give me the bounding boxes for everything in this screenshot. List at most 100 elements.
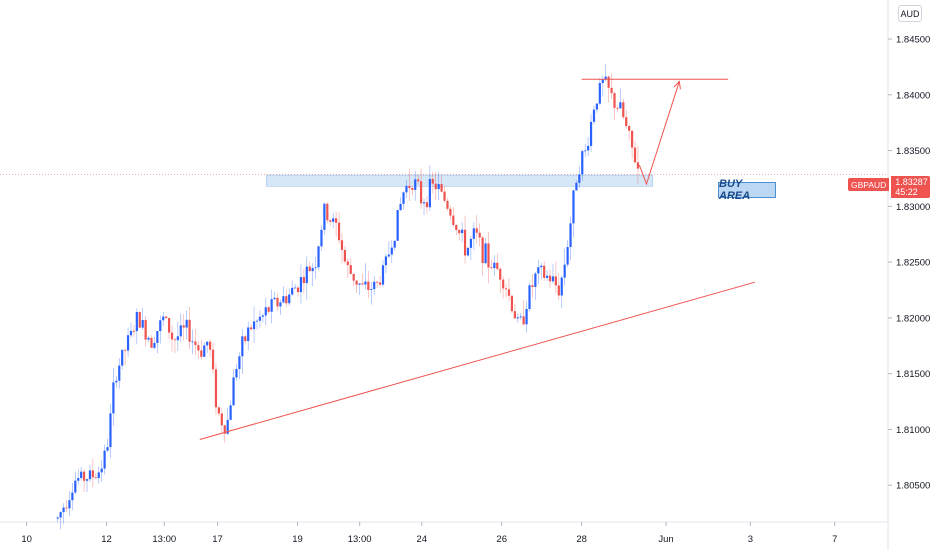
projection-path[interactable] [638,81,680,186]
x-tick-label: Jun [658,534,673,545]
candle-body [153,342,156,348]
candle-body [68,500,71,509]
candle-body [235,368,238,378]
support-zone [0,174,888,187]
candle-body [531,285,534,287]
candle-body [91,470,94,478]
candle-body [232,377,235,406]
arrowhead-icon [673,80,681,90]
candle-body [513,311,516,319]
candle-body [121,349,124,366]
candle-body [554,276,557,286]
x-tick-label: 10 [21,534,32,545]
candle-body [203,345,206,357]
candle-body [405,185,408,193]
candle-body [264,307,267,316]
candle-body [288,294,291,304]
candle-body [276,297,279,307]
candle-body [610,87,613,94]
candle-body [625,117,628,127]
buy-area-label: BUY AREA [718,178,776,202]
candle-body [507,289,511,296]
x-tick-label: 28 [576,534,587,545]
candle-body [223,425,226,434]
candle-body [115,380,118,383]
candle-body [352,273,355,281]
candle-body [314,267,317,269]
candle-body [417,179,420,182]
y-tick-label: 1.83500 [896,146,930,157]
candle-body [551,276,555,282]
candle-body [475,228,478,233]
candle-body [349,265,352,274]
candle-body [244,336,247,342]
candle-body [525,308,528,325]
candle-body [109,413,112,448]
candle-body [326,203,329,221]
candle-body [461,229,464,234]
candle-body [170,332,174,340]
candle-body [613,93,616,108]
candle-body [124,349,127,351]
y-tick-label: 1.82500 [896,258,930,269]
candle-body [200,350,203,357]
candle-body [323,203,326,230]
candle-body [74,480,77,493]
candle-body [255,320,259,322]
candle-body [59,512,62,518]
candle-body [361,283,364,285]
candle-body [250,327,253,330]
candle-body [179,325,182,337]
price-box: 1.83287 45:22 [891,176,930,198]
candle-body [329,220,332,222]
candle-body [112,382,115,414]
currency-badge[interactable]: AUD [898,5,922,22]
candle-body [167,318,171,333]
ascending-trendline[interactable] [199,281,755,440]
candle-body [82,471,86,481]
candle-body [159,320,162,332]
candle-body [487,243,490,268]
candle-body [414,179,417,190]
candle-body [100,468,103,473]
candle-body [434,183,437,190]
candle-body [162,316,165,321]
candle-body [132,330,136,332]
candle-body [247,327,250,342]
price-axis: 1.80500 1.81000 1.81500 1.82000 1.82500 1.830… [888,35,930,492]
candle-body [387,254,390,257]
candle-body [452,215,455,226]
support-zone-rect[interactable] [266,174,653,187]
candle-body [604,76,607,80]
candlestick-series [56,63,640,530]
candle-body [419,181,423,204]
candle-body [376,281,379,283]
candle-body [150,337,153,348]
candle-body [598,83,601,104]
candle-body [370,289,373,290]
candle-body [335,218,338,223]
candle-body [367,281,370,290]
candle-body [381,265,385,285]
candle-body [267,307,270,312]
candle-body [581,151,584,175]
candle-body [106,447,109,451]
candle-body [443,191,446,201]
candle-body [469,238,473,248]
candle-body [411,188,414,190]
candle-body [504,288,508,290]
grid [0,0,889,550]
candle-body [206,341,209,346]
candle-body [496,262,499,269]
candle-body [390,247,393,255]
candle-body [636,162,640,169]
candle-body [557,285,560,296]
candle-body [270,299,273,312]
candle-body [311,268,314,272]
candle-body [402,192,405,204]
candle-body [214,369,218,408]
candle-body [226,419,229,434]
candle-body [252,321,256,330]
candle-body [575,182,578,191]
